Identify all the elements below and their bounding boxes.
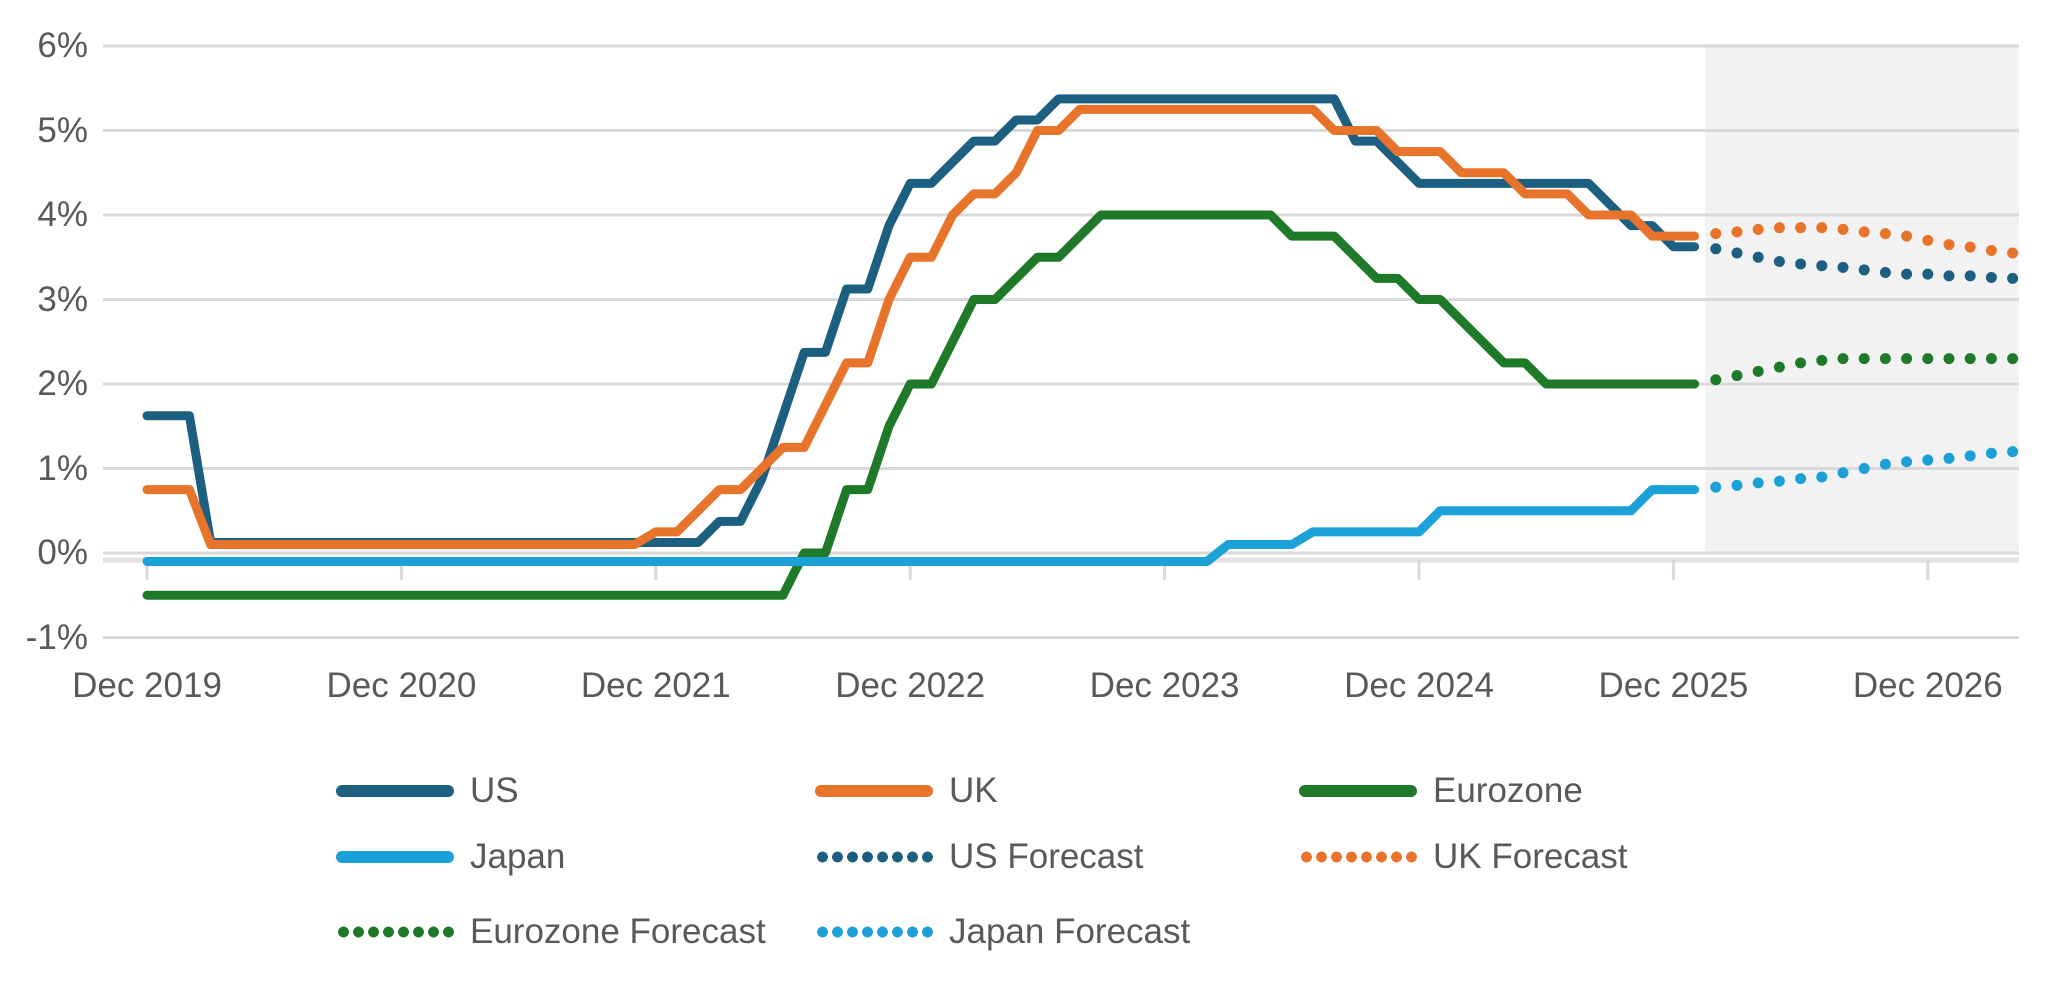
x-tick-label: Dec 2026 [1852,666,2003,705]
series-eurozone-forecast [1710,353,2019,386]
y-tick-label: 1% [37,448,88,488]
series-uk-forecast [1710,222,2019,259]
x-tick-label: Dec 2025 [1598,666,1749,705]
y-tick-label: 3% [37,279,88,319]
y-tick-label: 6% [37,26,88,65]
series-eurozone [142,210,1700,600]
series-lines [142,94,2019,600]
series-japan [142,485,1700,566]
series-uk [142,104,1700,550]
series-japan-forecast [1710,446,2019,493]
x-tick-label: Dec 2021 [580,666,731,705]
series-us-forecast [1710,243,2019,284]
x-tick-label: Dec 2022 [835,666,986,705]
x-tick-label: Dec 2020 [326,666,477,705]
y-tick-label: -1% [25,617,88,657]
y-tick-label: 2% [37,364,88,403]
x-tick-label: Dec 2019 [72,666,222,705]
y-tick-label: 5% [37,110,88,150]
y-tick-label: 4% [37,195,88,234]
x-tick-label: Dec 2023 [1089,666,1240,705]
x-tick-label: Dec 2024 [1344,666,1494,705]
y-tick-label: 0% [37,533,88,572]
